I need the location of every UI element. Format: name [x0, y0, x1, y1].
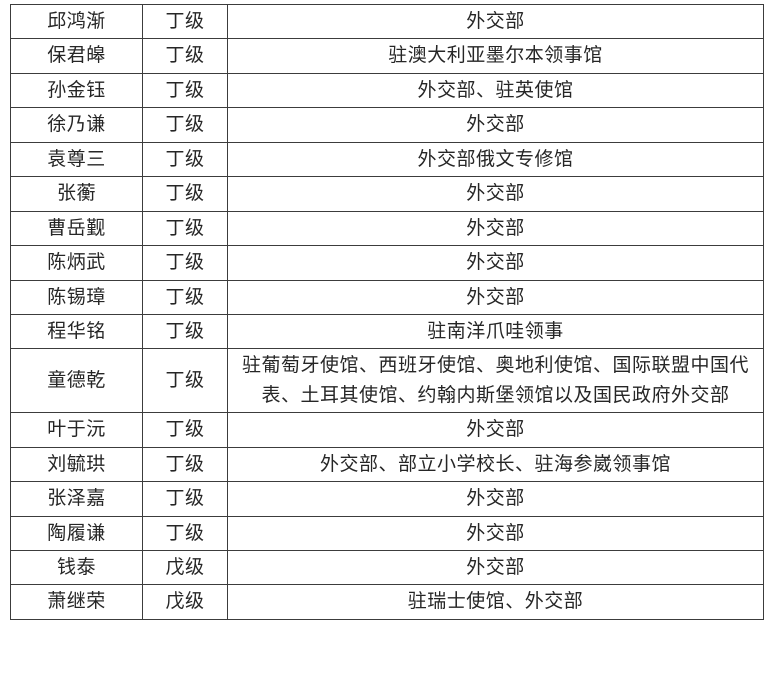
cell-person-name: 徐乃谦 — [10, 107, 143, 143]
cell-organization: 驻南洋爪哇领事 — [227, 313, 764, 350]
cell-person-name: 陈锡璋 — [10, 279, 143, 315]
table-row: 萧继荣 戊级 驻瑞士使馆、外交部 — [10, 584, 764, 620]
table-row: 保君皞 丁级 驻澳大利亚墨尔本领事馆 — [10, 38, 764, 74]
table-row: 陈炳武 丁级 外交部 — [10, 245, 764, 281]
table-row: 张蘅 丁级 外交部 — [10, 176, 764, 212]
cell-organization: 外交部 — [227, 279, 764, 315]
roster-table-body: 邱鸿渐 丁级 外交部 保君皞 丁级 驻澳大利亚墨尔本领事馆 孙金钰 丁级 外交部… — [10, 3, 764, 620]
cell-organization: 外交部 — [227, 515, 764, 552]
cell-grade: 丁级 — [142, 176, 228, 212]
cell-grade: 丁级 — [142, 141, 228, 178]
cell-organization: 外交部 — [227, 107, 764, 143]
personnel-roster-table: 邱鸿渐 丁级 外交部 保君皞 丁级 驻澳大利亚墨尔本领事馆 孙金钰 丁级 外交部… — [10, 3, 764, 620]
cell-grade: 丁级 — [142, 313, 228, 350]
cell-grade: 丁级 — [142, 210, 228, 247]
cell-grade: 丁级 — [142, 412, 228, 448]
cell-person-name: 程华铭 — [10, 313, 143, 350]
cell-person-name: 保君皞 — [10, 38, 143, 74]
table-row: 徐乃谦 丁级 外交部 — [10, 107, 764, 143]
cell-grade: 丁级 — [142, 279, 228, 315]
cell-grade: 丁级 — [142, 38, 228, 74]
cell-organization: 外交部、驻英使馆 — [227, 72, 764, 109]
table-row: 程华铭 丁级 驻南洋爪哇领事 — [10, 313, 764, 350]
cell-person-name: 陈炳武 — [10, 245, 143, 281]
table-row: 陈锡璋 丁级 外交部 — [10, 279, 764, 315]
cell-grade: 丁级 — [142, 515, 228, 552]
cell-grade: 丁级 — [142, 107, 228, 143]
cell-person-name: 钱泰 — [10, 549, 143, 586]
cell-organization: 驻澳大利亚墨尔本领事馆 — [227, 38, 764, 74]
cell-grade: 丁级 — [142, 72, 228, 109]
cell-organization: 外交部 — [227, 3, 764, 40]
cell-person-name: 叶于沅 — [10, 412, 143, 448]
table-row: 邱鸿渐 丁级 外交部 — [10, 3, 764, 40]
cell-organization: 外交部、部立小学校长、驻海参崴领事馆 — [227, 446, 764, 483]
cell-person-name: 萧继荣 — [10, 584, 143, 620]
cell-person-name: 童德乾 — [10, 348, 143, 414]
cell-organization: 外交部 — [227, 412, 764, 448]
cell-organization: 外交部 — [227, 245, 764, 281]
cell-organization: 外交部 — [227, 176, 764, 212]
cell-organization: 外交部 — [227, 210, 764, 247]
cell-person-name: 孙金钰 — [10, 72, 143, 109]
cell-grade: 丁级 — [142, 3, 228, 40]
cell-organization: 外交部 — [227, 549, 764, 586]
table-row: 曹岳觐 丁级 外交部 — [10, 210, 764, 247]
table-row: 童德乾 丁级 驻葡萄牙使馆、西班牙使馆、奥地利使馆、国际联盟中国代表、土耳其使馆… — [10, 348, 764, 414]
cell-person-name: 邱鸿渐 — [10, 3, 143, 40]
cell-grade: 戊级 — [142, 549, 228, 586]
cell-organization: 外交部俄文专修馆 — [227, 141, 764, 178]
cell-grade: 丁级 — [142, 446, 228, 483]
table-row: 刘毓珙 丁级 外交部、部立小学校长、驻海参崴领事馆 — [10, 446, 764, 483]
table-row: 孙金钰 丁级 外交部、驻英使馆 — [10, 72, 764, 109]
cell-grade: 丁级 — [142, 481, 228, 517]
table-row: 陶履谦 丁级 外交部 — [10, 515, 764, 552]
cell-organization: 外交部 — [227, 481, 764, 517]
cell-grade: 戊级 — [142, 584, 228, 620]
cell-grade: 丁级 — [142, 245, 228, 281]
cell-organization: 驻瑞士使馆、外交部 — [227, 584, 764, 620]
cell-person-name: 袁尊三 — [10, 141, 143, 178]
cell-organization: 驻葡萄牙使馆、西班牙使馆、奥地利使馆、国际联盟中国代表、土耳其使馆、约翰内斯堡领… — [227, 348, 764, 414]
cell-person-name: 陶履谦 — [10, 515, 143, 552]
cell-person-name: 曹岳觐 — [10, 210, 143, 247]
cell-person-name: 张蘅 — [10, 176, 143, 212]
cell-person-name: 张泽嘉 — [10, 481, 143, 517]
cell-person-name: 刘毓珙 — [10, 446, 143, 483]
table-row: 叶于沅 丁级 外交部 — [10, 412, 764, 448]
table-row: 钱泰 戊级 外交部 — [10, 549, 764, 586]
cell-grade: 丁级 — [142, 348, 228, 414]
table-row: 袁尊三 丁级 外交部俄文专修馆 — [10, 141, 764, 178]
table-row: 张泽嘉 丁级 外交部 — [10, 481, 764, 517]
